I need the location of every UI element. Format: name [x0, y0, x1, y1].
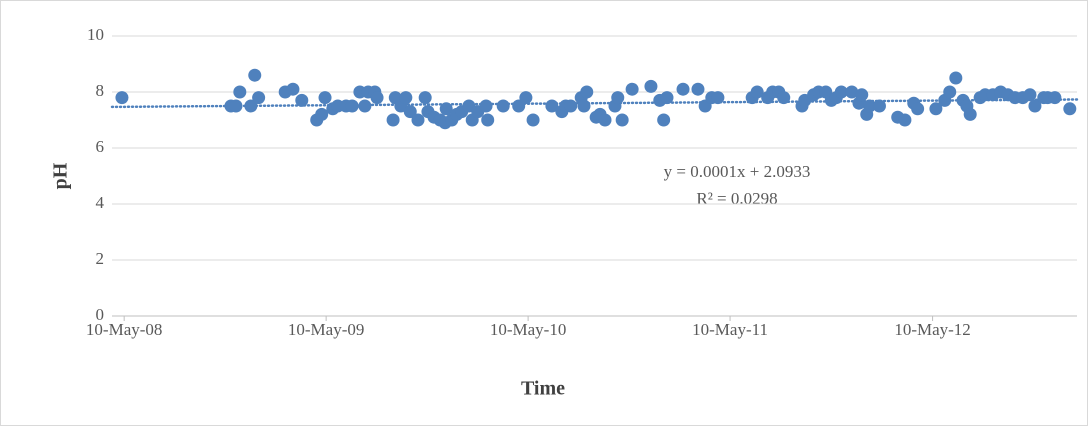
data-point	[657, 113, 671, 127]
data-point	[233, 85, 247, 99]
trendline-equation: y = 0.0001x + 2.0933	[664, 162, 811, 181]
data-point	[1028, 99, 1042, 113]
x-tick-label: 10-May-08	[86, 320, 162, 339]
x-tick-label: 10-May-12	[894, 320, 970, 339]
data-point	[519, 91, 533, 105]
data-point	[315, 107, 329, 121]
data-point	[834, 85, 848, 99]
data-point	[845, 85, 859, 99]
data-point	[644, 79, 658, 93]
x-tick-label: 10-May-11	[692, 320, 768, 339]
data-point	[358, 99, 372, 113]
data-point	[295, 93, 309, 107]
data-point	[943, 85, 957, 99]
data-point	[115, 91, 129, 105]
data-point	[1063, 102, 1077, 116]
x-tick-label: 10-May-09	[288, 320, 364, 339]
data-point	[318, 91, 332, 105]
data-point	[370, 91, 384, 105]
data-point	[676, 82, 690, 96]
data-point	[929, 102, 943, 116]
trendline-r2: R² = 0.0298	[696, 189, 777, 208]
data-point	[863, 99, 877, 113]
data-point	[855, 88, 869, 102]
data-point	[963, 107, 977, 121]
x-tick-label: 10-May-10	[490, 320, 566, 339]
y-tick-label: 4	[96, 193, 105, 212]
data-point	[244, 99, 258, 113]
y-tick-label: 2	[96, 249, 105, 268]
data-point	[496, 99, 510, 113]
data-point	[411, 113, 425, 127]
data-point	[911, 102, 925, 116]
data-point	[564, 99, 578, 113]
data-point	[403, 105, 417, 119]
data-point	[481, 113, 495, 127]
data-point	[660, 91, 674, 105]
y-tick-label: 6	[96, 137, 105, 156]
data-point	[1048, 91, 1062, 105]
data-point	[248, 68, 262, 82]
x-axis-label: Time	[521, 378, 565, 400]
data-point	[439, 102, 453, 116]
data-point	[418, 91, 432, 105]
y-axis-label: pH	[50, 162, 72, 189]
data-point	[625, 82, 639, 96]
data-point	[898, 113, 912, 127]
data-point	[386, 113, 400, 127]
data-point	[229, 99, 243, 113]
y-tick-label: 0	[96, 305, 105, 324]
y-tick-label: 8	[96, 81, 105, 100]
data-point	[691, 82, 705, 96]
data-point	[399, 91, 413, 105]
data-point	[949, 71, 963, 85]
data-point	[252, 91, 266, 105]
data-point	[777, 91, 791, 105]
data-point	[577, 99, 591, 113]
data-point	[750, 85, 764, 99]
data-point	[1023, 88, 1037, 102]
data-point	[580, 85, 594, 99]
data-point	[711, 91, 725, 105]
data-point	[286, 82, 300, 96]
data-point	[598, 113, 612, 127]
data-point	[526, 113, 540, 127]
data-point	[615, 113, 629, 127]
data-point	[611, 91, 625, 105]
data-point	[479, 99, 493, 113]
data-point	[872, 99, 886, 113]
data-point	[345, 99, 359, 113]
y-tick-label: 10	[87, 25, 104, 44]
data-point	[545, 99, 559, 113]
